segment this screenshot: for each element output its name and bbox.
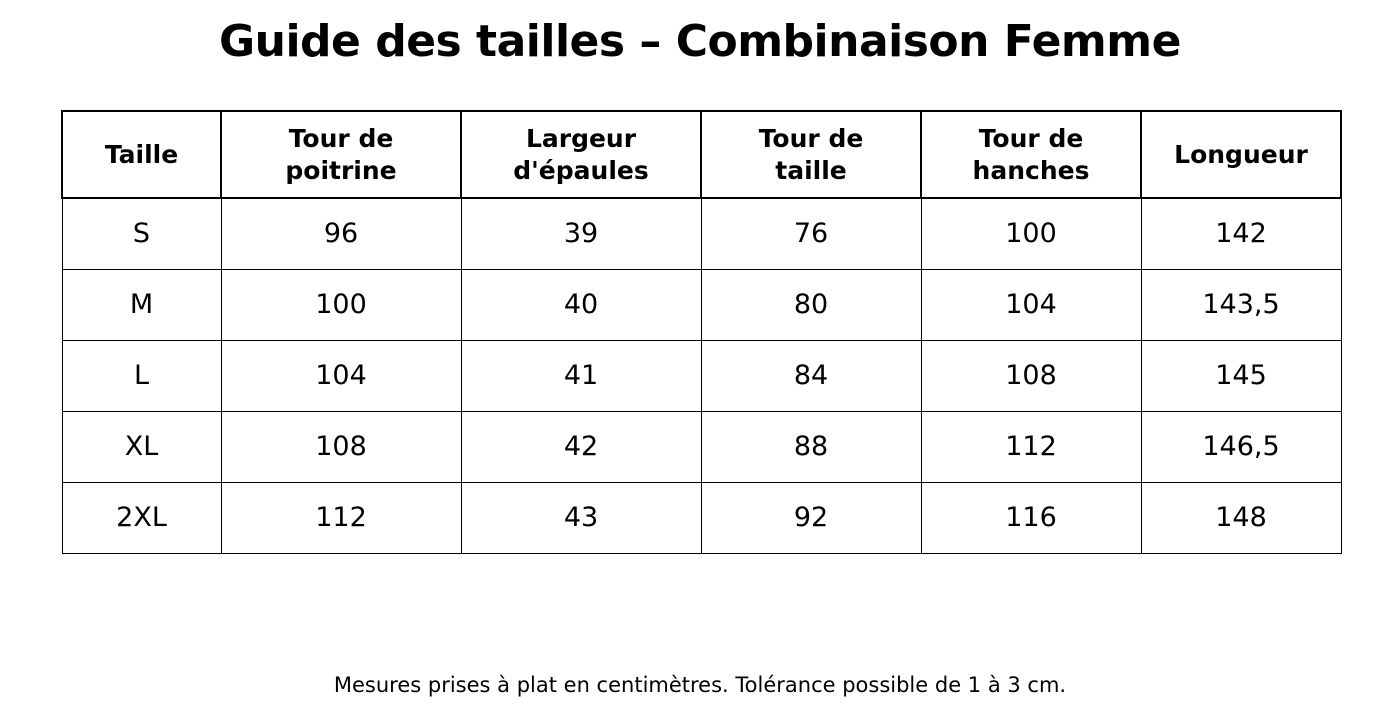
- shoulder-cell: 39: [460, 197, 702, 270]
- size-cell: L: [61, 339, 222, 412]
- length-cell: 145: [1140, 339, 1342, 412]
- hip-cell: 112: [920, 410, 1142, 483]
- waist-cell: 92: [700, 481, 922, 554]
- length-cell: 148: [1140, 481, 1342, 554]
- size-cell: S: [61, 197, 222, 270]
- shoulder-cell: 41: [460, 339, 702, 412]
- hip-cell: 104: [920, 268, 1142, 341]
- column-header-tour-de-taille: Tour de taille: [700, 110, 922, 199]
- column-header-largeur-epaules: Largeur d'épaules: [460, 110, 702, 199]
- hip-cell: 100: [920, 197, 1142, 270]
- shoulder-cell: 42: [460, 410, 702, 483]
- size-cell: XL: [61, 410, 222, 483]
- waist-cell: 84: [700, 339, 922, 412]
- table-row-s: S 96 39 76 100 142: [61, 197, 1342, 270]
- length-cell: 143,5: [1140, 268, 1342, 341]
- measurement-tolerance-note: Mesures prises à plat en centimètres. To…: [333, 673, 1067, 697]
- page-title: Guide des tailles – Combinaison Femme: [219, 16, 1181, 67]
- table-header-row: Taille Tour de poitrine Largeur d'épaule…: [61, 110, 1342, 199]
- chest-cell: 112: [220, 481, 462, 554]
- table-row-2xl: 2XL 112 43 92 116 148: [61, 481, 1342, 554]
- size-cell: M: [61, 268, 222, 341]
- size-cell: 2XL: [61, 481, 222, 554]
- size-guide-table: Taille Tour de poitrine Largeur d'épaule…: [61, 110, 1342, 554]
- column-header-taille: Taille: [61, 110, 222, 199]
- waist-cell: 88: [700, 410, 922, 483]
- chest-cell: 104: [220, 339, 462, 412]
- column-header-longueur: Longueur: [1140, 110, 1342, 199]
- table-row-m: M 100 40 80 104 143,5: [61, 268, 1342, 341]
- waist-cell: 76: [700, 197, 922, 270]
- waist-cell: 80: [700, 268, 922, 341]
- hip-cell: 116: [920, 481, 1142, 554]
- table-row-l: L 104 41 84 108 145: [61, 339, 1342, 412]
- column-header-tour-de-poitrine: Tour de poitrine: [220, 110, 462, 199]
- shoulder-cell: 43: [460, 481, 702, 554]
- chest-cell: 108: [220, 410, 462, 483]
- table-body: S 96 39 76 100 142 M 100 40 80 104 143,5…: [61, 197, 1342, 554]
- column-header-tour-de-hanches: Tour de hanches: [920, 110, 1142, 199]
- chest-cell: 100: [220, 268, 462, 341]
- length-cell: 142: [1140, 197, 1342, 270]
- table-row-xl: XL 108 42 88 112 146,5: [61, 410, 1342, 483]
- hip-cell: 108: [920, 339, 1142, 412]
- length-cell: 146,5: [1140, 410, 1342, 483]
- chest-cell: 96: [220, 197, 462, 270]
- shoulder-cell: 40: [460, 268, 702, 341]
